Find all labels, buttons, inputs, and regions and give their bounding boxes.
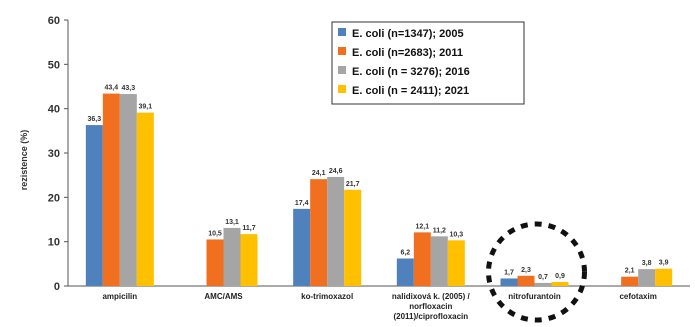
legend-swatch xyxy=(338,85,346,93)
bar-value-label: 10,5 xyxy=(208,230,222,237)
chart-value-labels: 36,3 43,4 43,3 39,1 10,513,111,7 17,4 24,1 24,6… xyxy=(88,85,669,281)
bar-value-label: 0,7 xyxy=(538,274,548,281)
highlight-circle xyxy=(486,221,587,323)
bar xyxy=(293,208,311,286)
bar-value-label: 2,1 xyxy=(625,268,635,275)
bar-value-label: 11,7 xyxy=(242,225,255,232)
bar xyxy=(430,236,448,286)
bar xyxy=(327,176,345,286)
y-tick-label: 30 xyxy=(48,148,60,160)
bar xyxy=(344,189,362,286)
category-label-line: nalidixová k. (2005) / xyxy=(392,292,471,301)
bar xyxy=(655,268,673,286)
category-label-line: AMC/AMS xyxy=(204,292,243,301)
bar-value-label: 10,3 xyxy=(450,231,464,238)
chart-bars xyxy=(85,93,673,287)
y-tick-label: 40 xyxy=(48,104,60,116)
category-label-line: (2011)/ciprofloxacin xyxy=(393,312,468,321)
bar xyxy=(119,94,137,286)
y-tick-label: 10 xyxy=(48,237,60,249)
bar-value-label: 11,2 xyxy=(433,227,446,234)
bar xyxy=(206,239,224,286)
chart-category-labels: ampicilin AMC/AMS ko-trimoxazol nalidixová … xyxy=(102,292,656,321)
dashed-highlight-circle xyxy=(486,221,587,323)
legend-box xyxy=(331,21,525,105)
bar xyxy=(102,93,120,287)
bar xyxy=(447,240,465,286)
category-label: ampicilin xyxy=(102,292,137,301)
bar-value-label: 3,9 xyxy=(659,260,669,267)
bar xyxy=(551,282,569,286)
chart-legend: E. coli (n=1347); 2005 E. coli (n=2683); … xyxy=(331,21,525,105)
category-label: nalidixová k. (2005) / norfloxacin (2011)/… xyxy=(392,292,471,321)
bar xyxy=(310,179,328,286)
legend-entry: E. coli (n=2683); 2011 xyxy=(352,47,463,59)
bar-value-label: 17,4 xyxy=(295,200,309,207)
bar xyxy=(413,232,431,286)
bar xyxy=(638,269,656,286)
bar-value-label: 21,7 xyxy=(346,181,360,188)
y-tick-label: 60 xyxy=(48,15,60,27)
category-label-line: ko-trimoxazol xyxy=(301,292,353,301)
legend-entry: E. coli (n = 3276); 2016 xyxy=(352,66,470,78)
category-label: AMC/AMS xyxy=(204,292,243,301)
bar-value-label: 24,1 xyxy=(312,170,326,177)
legend-swatch xyxy=(338,66,346,74)
bar-value-label: 2,3 xyxy=(521,267,531,274)
legend-swatch xyxy=(338,28,346,36)
category-label: nitrofurantoin xyxy=(508,292,561,301)
bar-value-label: 6,2 xyxy=(400,250,410,257)
bar-value-label: 24,6 xyxy=(329,168,343,175)
y-tick-label: 20 xyxy=(48,192,60,204)
y-axis-label: rezistence (%) xyxy=(19,130,29,191)
category-label-line: ampicilin xyxy=(102,292,137,301)
category-label-line: norfloxacin xyxy=(409,302,452,311)
category-label: cefotaxim xyxy=(619,292,656,301)
bar xyxy=(517,275,535,286)
bar xyxy=(500,278,518,286)
y-tick-label: 50 xyxy=(48,59,60,71)
category-label-line: cefotaxim xyxy=(619,292,656,301)
bar-value-label: 13,1 xyxy=(225,219,239,226)
bar-value-label: 36,3 xyxy=(88,116,102,123)
bar-value-label: 3,8 xyxy=(642,260,652,267)
bar-value-label: 1,7 xyxy=(504,269,514,276)
bar-value-label: 39,1 xyxy=(139,104,153,111)
bar xyxy=(534,282,552,286)
legend-swatch xyxy=(338,47,346,55)
category-label: ko-trimoxazol xyxy=(301,292,353,301)
chart-axes: 0 10 20 30 40 50 60 xyxy=(48,15,690,293)
bar-value-label: 43,3 xyxy=(122,85,136,92)
category-label-line: nitrofurantoin xyxy=(508,292,561,301)
legend-entry: E. coli (n=1347); 2005 xyxy=(352,28,464,40)
bar-value-label: 0,9 xyxy=(555,273,565,280)
bar xyxy=(223,227,241,286)
y-tick-label: 0 xyxy=(54,281,60,293)
bar xyxy=(85,125,103,286)
bar-value-label: 12,1 xyxy=(416,223,430,230)
bar xyxy=(136,112,154,286)
bar xyxy=(621,276,639,286)
bar xyxy=(396,258,414,286)
bar-value-label: 43,4 xyxy=(105,85,119,92)
legend-entry: E. coli (n = 2411); 2021 xyxy=(352,85,469,97)
bar xyxy=(240,234,258,286)
